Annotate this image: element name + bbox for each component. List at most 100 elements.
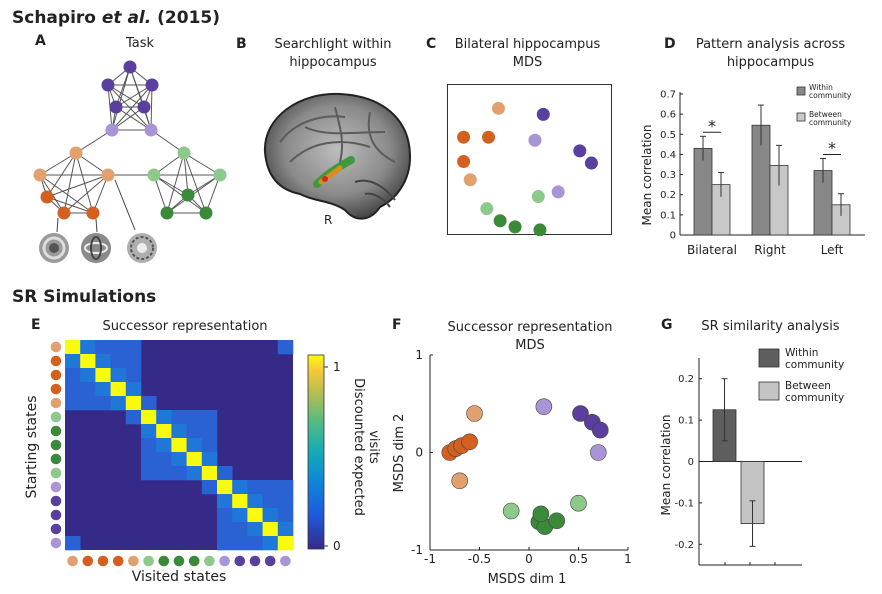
heatmap-cell: [186, 438, 203, 453]
heatmap-cell: [171, 466, 187, 481]
panel-e-ylabel: Starting states: [24, 395, 40, 498]
panel-g-ylabel: Mean correlation: [659, 415, 673, 516]
task-graph: [33, 60, 227, 263]
row-state-marker: [50, 369, 62, 381]
panel-c-point: [528, 133, 542, 147]
heatmap-cell: [201, 438, 218, 453]
heatmap-cell: [65, 396, 81, 411]
task-node-purple-dark: [123, 60, 137, 74]
panel-f-ytick-label: -1: [411, 543, 423, 557]
heatmap-cell: [95, 382, 111, 397]
panel-g-ytick-label: -0.1: [674, 498, 694, 509]
heatmap-cell: [217, 508, 233, 523]
heatmap-cell: [262, 480, 279, 495]
panel-d-ytick-label: 0.1: [660, 210, 676, 221]
heatmap-cell: [247, 494, 263, 509]
row-state-marker: [50, 453, 62, 465]
task-node-purple-dark: [101, 78, 115, 92]
heatmap-cell: [217, 536, 233, 551]
heatmap-cell: [110, 354, 127, 369]
panel-f-point: [532, 505, 550, 523]
heatmap-cell: [156, 452, 172, 467]
heatmap-cell: [171, 438, 187, 453]
heatmap-cell: [125, 340, 142, 355]
heatmap-cell: [141, 452, 157, 467]
row-state-marker: [50, 537, 62, 549]
panel-f-point: [466, 405, 483, 422]
heatmap-cell: [247, 536, 263, 551]
fractal-image-3: [127, 233, 157, 263]
panel-b-letter: B: [236, 36, 247, 52]
heatmap-cell: [125, 410, 142, 425]
panel-d-bar-chart: 0 0.1 0.2 0.3 0.4 0.5 0.6 0.7 Bilateral * Right Le…: [640, 83, 865, 257]
heatmap-cell: [156, 438, 172, 453]
row-state-marker: [50, 397, 62, 409]
heatmap-cell: [232, 536, 248, 551]
panel-f-xtick-label: -0.5: [468, 552, 491, 566]
col-state-marker: [128, 555, 139, 567]
panel-g-legend-within-1: Within: [785, 347, 818, 359]
task-edge: [39, 152, 77, 176]
panel-c-point: [584, 156, 598, 170]
heatmap-cell: [125, 368, 142, 383]
task-node-purple-dark: [109, 100, 123, 114]
panel-c-point: [457, 155, 471, 169]
task-node-orange-dark: [57, 206, 71, 220]
heatmap-cell: [80, 382, 96, 397]
panel-d-ytick-label: 0.6: [660, 110, 676, 121]
panel-d-significance-star: *: [708, 116, 716, 135]
task-node-green-light: [147, 168, 161, 182]
heatmap-cell: [232, 522, 248, 537]
col-state-marker: [173, 555, 185, 567]
col-state-marker: [112, 555, 124, 567]
panel-f-point: [591, 421, 609, 439]
task-edge: [153, 174, 189, 196]
row-state-marker: [50, 467, 62, 479]
panel-f-point: [535, 398, 553, 415]
task-node-orange-light: [101, 168, 115, 182]
col-state-marker: [158, 555, 170, 567]
panel-g-legend-between-swatch: [758, 381, 780, 401]
row-state-marker: [50, 355, 62, 367]
task-node-green-dark: [160, 206, 174, 220]
panel-f-xlabel: MSDS dim 1: [488, 572, 567, 587]
panel-f-point: [548, 512, 566, 530]
heatmap-cell: [156, 410, 172, 425]
col-state-marker: [249, 555, 261, 567]
row-state-marker: [50, 509, 62, 521]
task-edge: [183, 152, 207, 214]
panel-g-ytick-label: 0.1: [678, 416, 694, 427]
heatmap-cell: [80, 354, 96, 369]
arrow-stimulus-1: [56, 217, 59, 233]
heatmap-cell: [141, 424, 157, 439]
heatmap-cell: [277, 522, 294, 537]
heatmap-cell: [201, 480, 218, 495]
panel-c-point: [508, 220, 522, 234]
heatmap-cell: [125, 382, 142, 397]
heatmap-cell: [80, 396, 96, 411]
heatmap-cell: [201, 466, 218, 481]
heatmap-cell: [201, 424, 218, 439]
task-edge: [115, 106, 152, 131]
panel-d-legend-within-2: community: [809, 91, 852, 100]
panel-d-ytick-label: 0.3: [660, 170, 676, 181]
panel-e-heatmap: Starting states Visited states 1 0 Disco…: [24, 340, 381, 585]
panel-d-bar-within: [693, 147, 713, 236]
colorbar-max-label: 1: [333, 360, 341, 374]
heatmap-cell: [262, 494, 279, 509]
panel-a-letter: A: [35, 33, 46, 49]
panel-d-xtick-label: Bilateral: [687, 243, 737, 257]
panel-e-title: Successor representation: [102, 319, 268, 334]
panel-a-title: Task: [125, 36, 155, 51]
task-edge: [166, 152, 185, 214]
panel-d-legend-within-1: Within: [809, 83, 833, 92]
task-edge: [153, 174, 168, 214]
panel-d-xtick-label: Right: [754, 243, 786, 257]
heatmap-cell: [262, 522, 279, 537]
panel-g-letter: G: [661, 317, 673, 333]
heatmap-cell: [125, 396, 142, 411]
heatmap-cell: [95, 340, 111, 355]
task-node-orange-dark: [40, 190, 54, 204]
task-edge: [183, 152, 189, 196]
panel-g-ytick-label: -0.2: [674, 540, 694, 551]
